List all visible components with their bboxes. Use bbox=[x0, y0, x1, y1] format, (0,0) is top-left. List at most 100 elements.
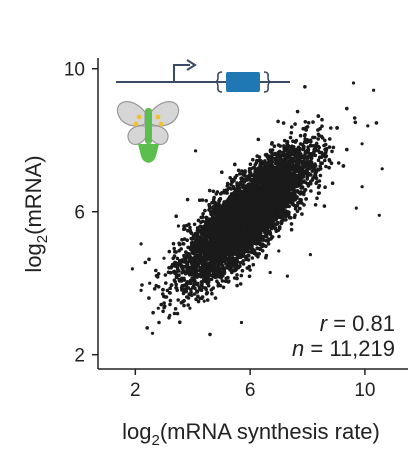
data-point bbox=[246, 240, 250, 244]
data-point bbox=[324, 164, 328, 169]
data-point bbox=[221, 285, 226, 290]
data-point bbox=[345, 106, 349, 111]
data-point bbox=[168, 286, 172, 291]
data-point bbox=[303, 85, 307, 89]
data-point bbox=[235, 276, 239, 281]
data-point bbox=[201, 285, 205, 290]
data-point bbox=[306, 151, 311, 155]
data-point bbox=[235, 273, 239, 277]
data-point bbox=[241, 262, 246, 266]
data-point bbox=[255, 246, 260, 251]
data-point bbox=[294, 154, 298, 158]
data-point bbox=[147, 257, 151, 262]
data-point bbox=[212, 212, 216, 216]
data-point bbox=[169, 264, 174, 269]
data-point bbox=[264, 244, 268, 248]
data-point bbox=[265, 235, 269, 239]
data-point bbox=[327, 165, 331, 170]
data-point bbox=[189, 236, 193, 241]
data-point bbox=[163, 295, 168, 299]
data-point bbox=[328, 137, 332, 141]
data-point bbox=[220, 279, 225, 283]
data-point bbox=[320, 117, 324, 122]
data-point bbox=[220, 191, 224, 195]
data-point bbox=[218, 196, 223, 201]
data-point bbox=[174, 214, 178, 218]
data-point bbox=[186, 252, 190, 256]
data-point bbox=[207, 188, 212, 193]
data-point bbox=[280, 150, 285, 155]
data-point bbox=[179, 247, 183, 251]
data-point bbox=[248, 162, 253, 166]
data-point bbox=[164, 281, 168, 285]
data-point bbox=[182, 303, 186, 308]
data-point bbox=[180, 270, 184, 275]
data-point bbox=[300, 185, 305, 189]
data-point bbox=[353, 120, 358, 125]
data-point bbox=[298, 197, 302, 202]
data-point bbox=[208, 277, 212, 282]
data-point bbox=[171, 241, 176, 246]
data-point bbox=[192, 292, 197, 296]
data-point bbox=[305, 181, 310, 186]
data-point bbox=[306, 145, 310, 149]
data-point bbox=[268, 232, 273, 237]
data-point bbox=[323, 185, 327, 189]
data-point bbox=[205, 298, 210, 302]
data-point bbox=[251, 262, 256, 267]
data-point bbox=[257, 158, 261, 163]
data-point bbox=[253, 163, 257, 167]
data-point bbox=[352, 116, 357, 120]
data-point bbox=[178, 320, 182, 325]
data-point bbox=[318, 164, 323, 168]
data-point bbox=[302, 133, 307, 138]
data-point bbox=[260, 249, 265, 253]
data-point bbox=[246, 258, 251, 262]
data-point bbox=[284, 218, 288, 222]
data-point bbox=[172, 311, 177, 316]
data-point bbox=[289, 131, 294, 135]
data-point bbox=[239, 189, 243, 193]
data-point bbox=[243, 254, 247, 259]
data-point bbox=[231, 259, 235, 264]
data-point bbox=[308, 143, 313, 147]
data-point bbox=[186, 303, 190, 307]
data-point bbox=[276, 119, 280, 124]
data-point bbox=[322, 204, 327, 208]
data-point bbox=[176, 298, 180, 302]
data-point bbox=[247, 264, 252, 269]
data-point bbox=[211, 198, 216, 202]
data-point bbox=[200, 282, 204, 286]
data-point bbox=[156, 285, 161, 289]
data-point bbox=[294, 138, 299, 143]
data-point bbox=[317, 191, 322, 195]
data-point bbox=[303, 188, 308, 192]
data-point bbox=[147, 296, 151, 300]
data-point bbox=[316, 144, 321, 149]
data-point bbox=[305, 125, 310, 129]
data-point bbox=[300, 142, 305, 147]
data-point bbox=[315, 196, 319, 200]
data-point bbox=[374, 121, 379, 125]
data-point bbox=[303, 120, 308, 124]
data-point bbox=[168, 298, 173, 303]
data-point bbox=[289, 125, 294, 129]
data-point bbox=[155, 275, 160, 279]
data-point bbox=[207, 204, 212, 209]
data-point bbox=[211, 189, 216, 194]
data-point bbox=[295, 109, 300, 114]
data-point bbox=[235, 183, 239, 188]
data-point bbox=[266, 242, 271, 246]
data-point bbox=[251, 157, 255, 162]
data-point bbox=[195, 226, 200, 230]
data-point bbox=[197, 268, 201, 272]
data-point bbox=[154, 268, 158, 273]
data-point bbox=[302, 154, 307, 158]
data-point bbox=[306, 147, 311, 152]
data-point bbox=[282, 144, 286, 148]
data-point bbox=[181, 267, 185, 272]
data-point bbox=[192, 222, 197, 227]
data-point bbox=[210, 200, 214, 205]
data-point bbox=[331, 145, 336, 150]
